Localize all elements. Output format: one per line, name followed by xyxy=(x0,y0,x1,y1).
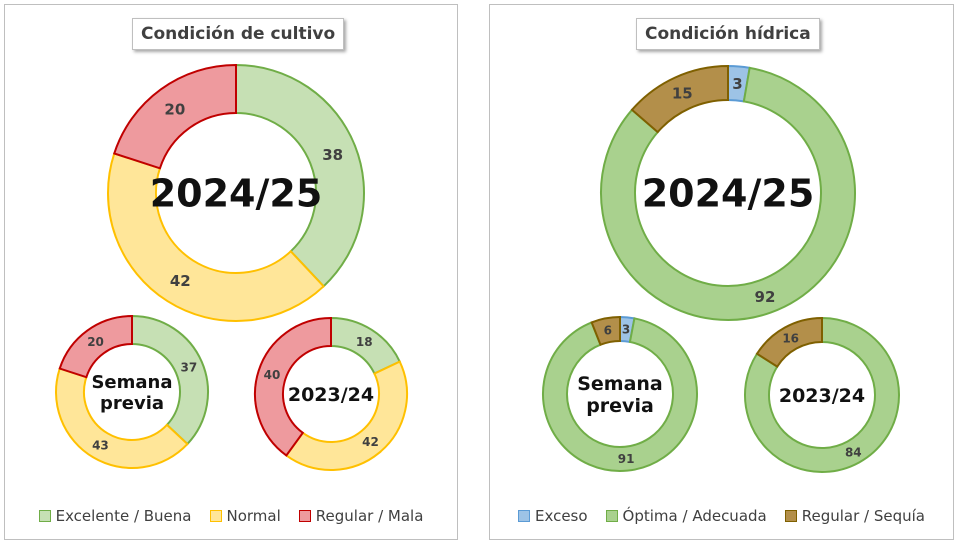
legend-label-exceso: Exceso xyxy=(534,507,588,525)
slice-regular-mala xyxy=(113,63,237,170)
legend-swatch-exceso xyxy=(517,510,530,522)
center-label-line: 2023/24 xyxy=(779,385,865,407)
data-label-regular-sequia: 6 xyxy=(604,323,612,337)
data-label-regular-mala: 40 xyxy=(264,368,281,382)
slice-excelente-buena xyxy=(131,314,209,446)
data-label-regular-mala: 20 xyxy=(164,100,185,118)
crop-condition-panel: Condición de cultivo 38 42 20 2024/25 37 43 20… xyxy=(4,4,458,540)
center-label-line: Semana xyxy=(91,372,172,393)
water-condition-chart: 3 92 15 2024/25 3 91 6 Semana previa 84 16 2023/24 xyxy=(542,64,900,473)
legend-swatch-regular-mala xyxy=(298,510,311,522)
slice-normal xyxy=(55,367,189,469)
donut-2023-24: 18 42 40 2023/24 xyxy=(254,316,408,471)
slice-regular-sequia xyxy=(755,316,823,368)
legend-swatch-regular-sequia xyxy=(784,510,797,522)
center-label-2023-24: 2023/24 xyxy=(779,385,865,407)
water-condition-title: Condición hídrica xyxy=(636,18,820,50)
data-label-exceso: 3 xyxy=(622,323,630,337)
water-condition-legend: Exceso Óptima / Adecuada Regular / Sequí… xyxy=(490,507,953,525)
center-label-line: 2024/25 xyxy=(150,172,323,216)
slice-normal xyxy=(284,360,408,471)
data-label-optima-adecuada: 84 xyxy=(845,445,862,459)
data-label-optima-adecuada: 92 xyxy=(755,288,776,306)
legend-label-optima: Óptima / Adecuada xyxy=(622,507,767,525)
donut-2024-25: 38 42 20 2024/25 xyxy=(107,63,365,322)
slice-excelente-buena xyxy=(235,63,365,288)
center-label-semana-previa: Semana previa xyxy=(577,373,663,417)
slice-normal xyxy=(107,152,326,322)
donut-semana-previa: 3 91 6 Semana previa xyxy=(542,315,698,472)
slice-optima-adecuada xyxy=(744,316,900,473)
legend-label-normal: Normal xyxy=(226,507,281,525)
center-label-semana-previa: Semana previa xyxy=(91,372,172,414)
center-label-2023-24: 2023/24 xyxy=(288,384,374,406)
center-label-line: previa xyxy=(100,393,164,414)
donut-2023-24: 84 16 2023/24 xyxy=(744,316,900,473)
donut-semana-previa: 37 43 20 Semana previa xyxy=(55,314,209,469)
legend-item-exceso: Exceso xyxy=(517,507,588,525)
data-label-regular-sequia: 15 xyxy=(672,84,693,102)
legend-label-regular-sequia: Regular / Sequía xyxy=(801,507,925,525)
legend-label-excelente: Excelente / Buena xyxy=(55,507,192,525)
legend-item-excelente: Excelente / Buena xyxy=(38,507,192,525)
data-label-normal: 43 xyxy=(92,439,109,453)
center-label-2024-25: 2024/25 xyxy=(642,172,815,216)
donut-2024-25: 3 92 15 2024/25 xyxy=(600,64,856,321)
crop-condition-legend: Excelente / Buena Normal Regular / Mala xyxy=(5,507,457,525)
center-label-line: previa xyxy=(586,395,654,417)
data-label-regular-mala: 20 xyxy=(87,335,104,349)
data-label-exceso: 3 xyxy=(732,75,742,93)
legend-label-regular-mala: Regular / Mala xyxy=(315,507,424,525)
legend-item-regular-mala: Regular / Mala xyxy=(298,507,424,525)
data-label-normal: 42 xyxy=(362,435,379,449)
legend-item-optima: Óptima / Adecuada xyxy=(605,507,767,525)
slice-optima-adecuada xyxy=(600,66,856,321)
data-label-excelente-buena: 18 xyxy=(356,335,373,349)
data-label-regular-sequia: 16 xyxy=(782,331,799,345)
data-label-excelente-buena: 38 xyxy=(322,146,343,164)
legend-item-normal: Normal xyxy=(209,507,281,525)
slice-optima-adecuada xyxy=(542,317,698,472)
center-label-2024-25: 2024/25 xyxy=(150,172,323,216)
data-label-excelente-buena: 37 xyxy=(181,361,198,375)
center-label-line: Semana xyxy=(577,373,663,395)
center-label-line: 2024/25 xyxy=(642,172,815,216)
data-label-normal: 42 xyxy=(170,272,191,290)
legend-swatch-excelente xyxy=(38,510,51,522)
slice-regular-sequia xyxy=(590,315,621,347)
slice-regular-sequia xyxy=(630,64,729,134)
water-condition-panel: Condición hídrica 3 92 15 2024/25 3 91 6 Semana… xyxy=(489,4,954,540)
slice-regular-mala xyxy=(58,314,133,379)
legend-item-regular-sequia: Regular / Sequía xyxy=(784,507,925,525)
crop-condition-chart: 38 42 20 2024/25 37 43 20 Semana previa 18 42 40 202… xyxy=(55,63,408,471)
slice-regular-mala xyxy=(254,316,332,457)
center-label-line: 2023/24 xyxy=(288,384,374,406)
data-label-optima-adecuada: 91 xyxy=(618,452,635,466)
legend-swatch-optima xyxy=(605,510,618,522)
crop-condition-title: Condición de cultivo xyxy=(132,18,345,50)
legend-swatch-normal xyxy=(209,510,222,522)
